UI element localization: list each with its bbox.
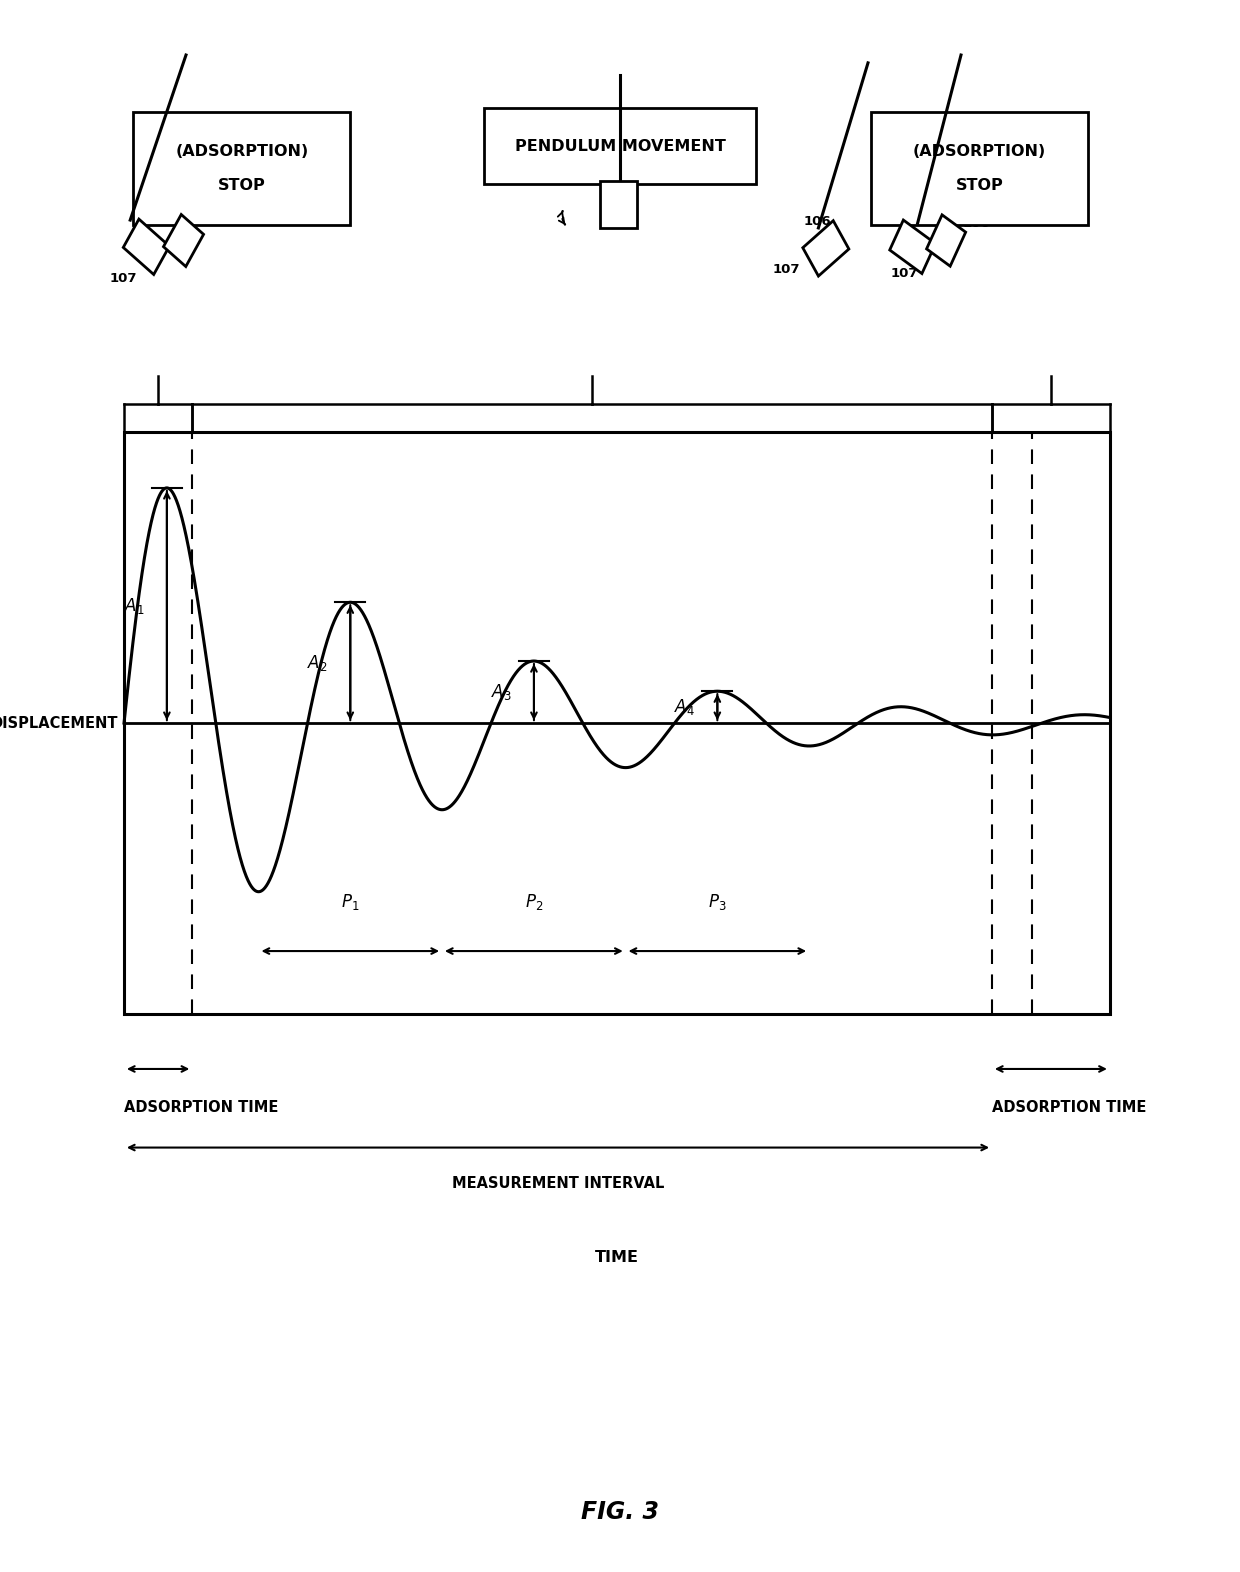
Text: DISPLACEMENT: DISPLACEMENT: [0, 715, 118, 731]
Text: ADSORPTION TIME: ADSORPTION TIME: [992, 1100, 1146, 1116]
Text: TIME: TIME: [595, 1250, 639, 1265]
Text: 107: 107: [109, 272, 136, 285]
Text: (ADSORPTION): (ADSORPTION): [913, 143, 1047, 159]
Polygon shape: [164, 214, 203, 267]
Text: $A_2$: $A_2$: [308, 652, 327, 673]
Text: FIG. 3: FIG. 3: [582, 1500, 658, 1525]
Text: $P_3$: $P_3$: [708, 891, 727, 912]
Text: (ADSORPTION): (ADSORPTION): [175, 143, 309, 159]
Text: 107: 107: [773, 263, 800, 275]
Text: $A_3$: $A_3$: [491, 682, 512, 703]
Text: ADSORPTION TIME: ADSORPTION TIME: [124, 1100, 278, 1116]
Polygon shape: [926, 215, 966, 266]
Text: $P_1$: $P_1$: [341, 891, 360, 912]
Text: STOP: STOP: [956, 178, 1003, 193]
Text: MEASUREMENT INTERVAL: MEASUREMENT INTERVAL: [451, 1176, 665, 1192]
Text: 106: 106: [962, 217, 990, 230]
Polygon shape: [123, 219, 170, 275]
FancyBboxPatch shape: [484, 108, 756, 184]
Bar: [600, 181, 637, 228]
Text: $A_1$: $A_1$: [124, 596, 145, 616]
FancyBboxPatch shape: [134, 112, 350, 225]
Text: 107: 107: [890, 267, 918, 280]
Text: 106: 106: [208, 215, 236, 228]
Text: $P_2$: $P_2$: [525, 891, 543, 912]
Text: 107: 107: [604, 165, 631, 178]
Text: 106: 106: [804, 215, 831, 228]
Polygon shape: [890, 220, 935, 274]
Text: PENDULUM MOVEMENT: PENDULUM MOVEMENT: [515, 138, 725, 154]
FancyBboxPatch shape: [870, 112, 1089, 225]
Text: STOP: STOP: [218, 178, 265, 193]
Polygon shape: [802, 220, 849, 277]
FancyBboxPatch shape: [124, 432, 1110, 1014]
Text: $A_4$: $A_4$: [675, 696, 696, 717]
